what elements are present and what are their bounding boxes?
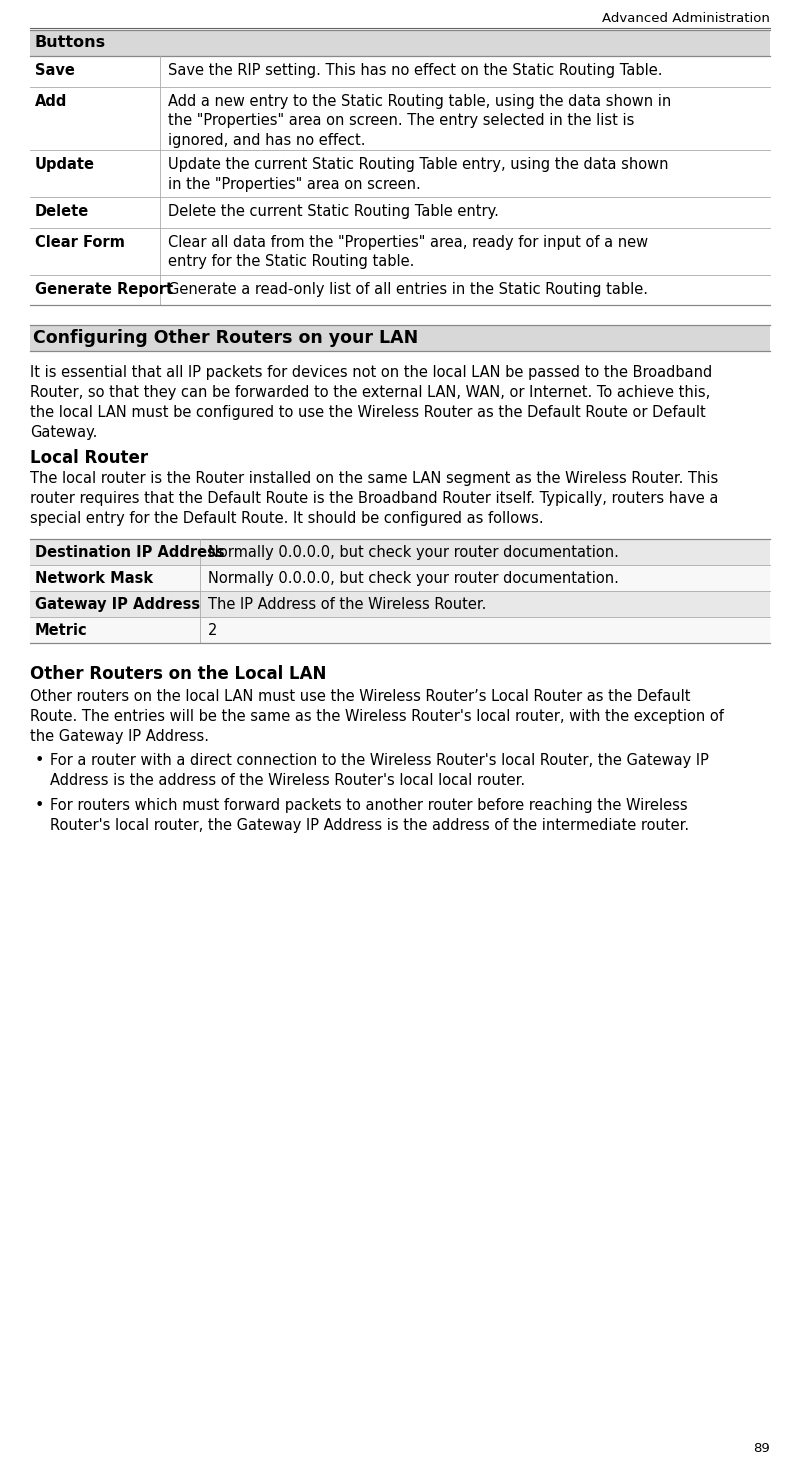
Bar bbox=[30, 87, 770, 150]
Text: Destination IP Address: Destination IP Address bbox=[35, 545, 225, 560]
Bar bbox=[30, 275, 770, 306]
Bar bbox=[30, 591, 770, 617]
Bar bbox=[30, 228, 770, 275]
Text: Normally 0.0.0.0, but check your router documentation.: Normally 0.0.0.0, but check your router … bbox=[208, 570, 619, 586]
Text: 89: 89 bbox=[753, 1443, 770, 1454]
Bar bbox=[30, 564, 770, 591]
Text: Add a new entry to the Static Routing table, using the data shown in
the "Proper: Add a new entry to the Static Routing ta… bbox=[168, 94, 671, 147]
Text: Gateway IP Address: Gateway IP Address bbox=[35, 596, 200, 611]
Bar bbox=[30, 150, 770, 197]
Text: Delete: Delete bbox=[35, 204, 89, 219]
Text: Buttons: Buttons bbox=[35, 35, 106, 50]
Text: Advanced Administration: Advanced Administration bbox=[602, 12, 770, 25]
Text: Other Routers on the Local LAN: Other Routers on the Local LAN bbox=[30, 664, 327, 683]
Text: Other routers on the local LAN must use the Wireless Router’s Local Router as th: Other routers on the local LAN must use … bbox=[30, 689, 724, 743]
Text: Add: Add bbox=[35, 94, 68, 109]
Text: For a router with a direct connection to the Wireless Router's local Router, the: For a router with a direct connection to… bbox=[50, 754, 709, 787]
Text: Local Router: Local Router bbox=[30, 450, 148, 467]
Text: Delete the current Static Routing Table entry.: Delete the current Static Routing Table … bbox=[168, 204, 499, 219]
Bar bbox=[30, 539, 770, 564]
Text: The local router is the Router installed on the same LAN segment as the Wireless: The local router is the Router installed… bbox=[30, 472, 718, 526]
Bar bbox=[30, 617, 770, 642]
Text: Clear Form: Clear Form bbox=[35, 235, 125, 250]
Text: Save the RIP setting. This has no effect on the Static Routing Table.: Save the RIP setting. This has no effect… bbox=[168, 63, 662, 78]
Bar bbox=[30, 29, 770, 56]
Text: For routers which must forward packets to another router before reaching the Wir: For routers which must forward packets t… bbox=[50, 798, 689, 833]
Text: Update: Update bbox=[35, 157, 95, 172]
Text: Clear all data from the "Properties" area, ready for input of a new
entry for th: Clear all data from the "Properties" are… bbox=[168, 235, 648, 269]
Text: Metric: Metric bbox=[35, 623, 88, 638]
Text: 2: 2 bbox=[208, 623, 218, 638]
Text: Save: Save bbox=[35, 63, 75, 78]
Bar bbox=[30, 197, 770, 228]
Text: Update the current Static Routing Table entry, using the data shown
in the "Prop: Update the current Static Routing Table … bbox=[168, 157, 669, 191]
Text: Generate Report: Generate Report bbox=[35, 282, 173, 297]
Text: Configuring Other Routers on your LAN: Configuring Other Routers on your LAN bbox=[33, 329, 418, 347]
Bar bbox=[30, 56, 770, 87]
Text: Generate a read-only list of all entries in the Static Routing table.: Generate a read-only list of all entries… bbox=[168, 282, 648, 297]
Text: Network Mask: Network Mask bbox=[35, 570, 153, 586]
Text: It is essential that all IP packets for devices not on the local LAN be passed t: It is essential that all IP packets for … bbox=[30, 364, 713, 441]
Text: The IP Address of the Wireless Router.: The IP Address of the Wireless Router. bbox=[208, 596, 486, 611]
Text: •: • bbox=[35, 798, 45, 812]
Bar bbox=[30, 325, 770, 351]
Text: •: • bbox=[35, 754, 45, 768]
Text: Normally 0.0.0.0, but check your router documentation.: Normally 0.0.0.0, but check your router … bbox=[208, 545, 619, 560]
